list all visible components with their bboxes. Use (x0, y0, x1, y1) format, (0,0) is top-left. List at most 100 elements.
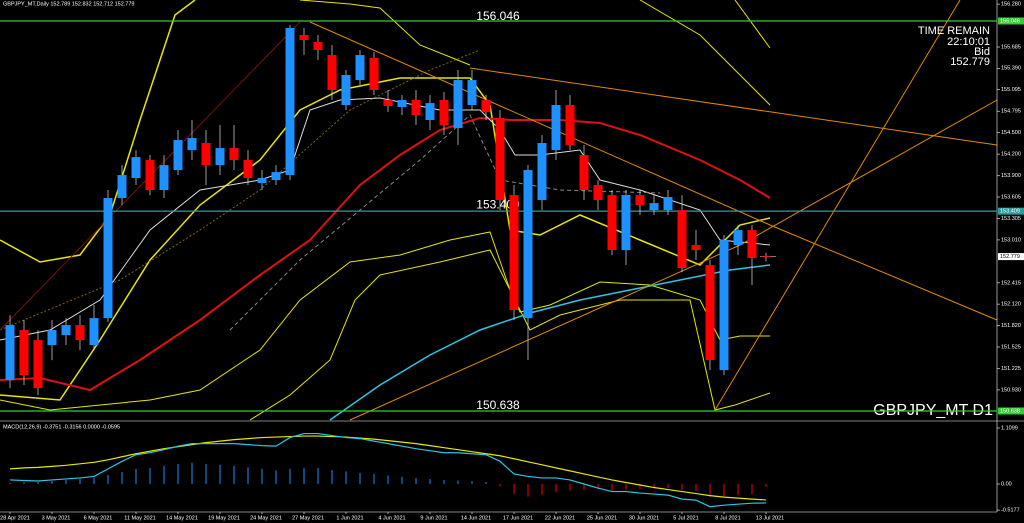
candle-body (61, 325, 71, 336)
candle-body (705, 265, 715, 361)
moving-average (0, 116, 771, 392)
y-tick-label: 153.010 (1001, 237, 1021, 243)
y-tick-label: 154.200 (1001, 152, 1021, 158)
candle-body (509, 195, 519, 311)
candle-body (117, 175, 127, 199)
band-line (734, 0, 771, 49)
candle-body (271, 172, 281, 181)
bid-label: Bid (974, 46, 990, 58)
candle-body (593, 185, 603, 201)
trend-line (714, 0, 961, 411)
candle-body (397, 100, 407, 108)
x-tick-label: 24 May 2021 (250, 515, 282, 521)
macd-tick-label: 1.1099 (1001, 425, 1018, 431)
candle-body (299, 34, 309, 41)
candle-body (551, 105, 561, 151)
candle-body (677, 210, 687, 269)
candle-body (635, 195, 645, 206)
x-tick-label: 5 Jul 2021 (673, 515, 698, 521)
candle-body (159, 165, 169, 191)
y-tick-label: 155.095 (1001, 87, 1021, 93)
y-tick-label: 153.605 (1001, 194, 1021, 200)
level-label: 156.046 (476, 9, 520, 23)
band-line (299, 0, 471, 66)
time-remain: 22:10:01 (947, 36, 990, 48)
candle-body (257, 178, 267, 184)
candle-body (341, 75, 351, 105)
x-tick-label: 1 Jun 2021 (336, 515, 363, 521)
candle-body (383, 100, 393, 107)
macd-label: MACD(12,26,9) -0.3751 -0.3156 0.0000 -0.… (3, 424, 120, 430)
x-tick-label: 11 May 2021 (124, 515, 155, 521)
y-tick-label: 154.500 (1001, 130, 1021, 136)
x-tick-label: 4 Jun 2021 (378, 515, 405, 521)
candle-body (201, 143, 211, 166)
level-tag (998, 207, 1024, 215)
band-line (0, 77, 771, 401)
candle-body (565, 105, 575, 146)
candle-body (369, 57, 379, 90)
x-tick-label: 14 Jun 2021 (461, 515, 491, 521)
y-tick-label: 155.685 (1001, 44, 1021, 50)
candle-body (747, 230, 757, 259)
y-tick-label: 153.305 (1001, 216, 1021, 222)
macd-main-line (9, 432, 767, 508)
candle-body (145, 160, 155, 191)
macd-tick-label: -0.5177 (1001, 508, 1020, 514)
candle-body (313, 42, 323, 51)
candle-body (439, 100, 449, 126)
candle-body (649, 203, 659, 211)
candle-body (453, 80, 463, 129)
candle-body (481, 100, 491, 112)
macd-signal-line (9, 435, 767, 501)
level-tag-label: 153.409 (1000, 209, 1020, 215)
trend-line (469, 67, 998, 146)
candle-body (173, 140, 183, 171)
candle-body (285, 27, 295, 176)
chart-title: GBPJPY_MT,Daily 152.789 152.832 152.712 … (3, 1, 134, 7)
x-tick-label: 17 Jun 2021 (503, 515, 533, 521)
candle-body (425, 103, 435, 120)
indicator-line (229, 114, 661, 331)
x-tick-label: 13 Jul 2021 (756, 515, 784, 521)
last-price-label: 152.779 (1000, 254, 1020, 260)
candle-body (187, 138, 197, 151)
level-tag-label: 156.046 (1000, 18, 1020, 24)
y-tick-label: 151.525 (1001, 344, 1021, 350)
candle-body (131, 157, 141, 179)
candle-body (663, 197, 673, 211)
y-tick-label: 154.795 (1001, 109, 1021, 115)
candle-body (47, 330, 57, 346)
candle-body (327, 55, 337, 90)
candle-body (495, 118, 505, 201)
trend-line (309, 21, 998, 321)
level-tag-label: 150.638 (1000, 408, 1020, 414)
moving-average (329, 264, 771, 421)
x-tick-label: 28 Apr 2021 (0, 515, 30, 521)
x-tick-label: 22 Jun 2021 (545, 515, 575, 521)
x-tick-label: 25 Jun 2021 (587, 515, 617, 521)
y-tick-label: 151.820 (1001, 323, 1021, 329)
candle-body (411, 100, 421, 116)
candle-body (621, 195, 631, 251)
y-tick-label: 150.930 (1001, 387, 1021, 393)
y-tick-label: 155.390 (1001, 66, 1021, 72)
candle-body (5, 325, 15, 381)
x-tick-label: 30 Jun 2021 (629, 515, 659, 521)
y-tick-label: 153.900 (1001, 173, 1021, 179)
x-tick-label: 3 May 2021 (42, 515, 71, 521)
time-remain-label: TIME REMAIN (918, 25, 990, 37)
candle-body (733, 230, 743, 246)
y-tick-label: 151.225 (1001, 366, 1021, 372)
candle-body (243, 160, 253, 179)
x-tick-label: 6 May 2021 (84, 515, 113, 521)
band-line (0, 231, 770, 411)
candle-body (229, 148, 239, 161)
band-line (0, 0, 196, 263)
x-tick-label: 14 May 2021 (166, 515, 198, 521)
band-line (639, 0, 771, 106)
x-tick-label: 19 May 2021 (208, 515, 240, 521)
candle-body (537, 143, 547, 201)
y-tick-label: 152.415 (1001, 280, 1021, 286)
